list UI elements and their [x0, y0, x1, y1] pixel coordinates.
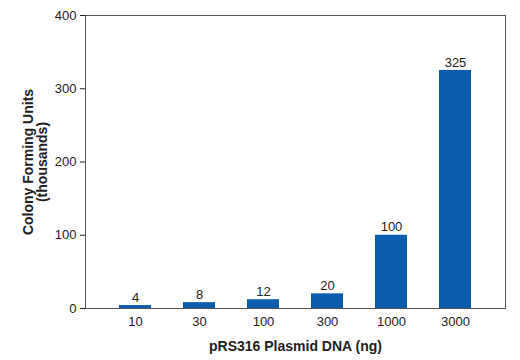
svg-text:pRS316 Plasmid DNA (ng): pRS316 Plasmid DNA (ng) — [209, 338, 382, 354]
svg-text:8: 8 — [196, 287, 203, 302]
svg-text:1000: 1000 — [377, 314, 406, 329]
svg-text:10: 10 — [128, 314, 142, 329]
svg-text:20: 20 — [320, 278, 334, 293]
svg-text:200: 200 — [55, 154, 77, 169]
svg-text:3000: 3000 — [441, 314, 470, 329]
svg-text:100: 100 — [253, 314, 275, 329]
svg-text:325: 325 — [445, 55, 467, 70]
svg-text:Colony Forming Units(thousands: Colony Forming Units(thousands) — [20, 89, 50, 235]
svg-text:12: 12 — [256, 284, 270, 299]
svg-text:400: 400 — [55, 8, 77, 23]
svg-text:300: 300 — [55, 81, 77, 96]
svg-text:300: 300 — [317, 314, 339, 329]
svg-text:100: 100 — [381, 219, 403, 234]
svg-text:100: 100 — [55, 227, 77, 242]
svg-text:30: 30 — [192, 314, 206, 329]
svg-text:0: 0 — [69, 301, 76, 316]
svg-text:4: 4 — [132, 290, 139, 305]
